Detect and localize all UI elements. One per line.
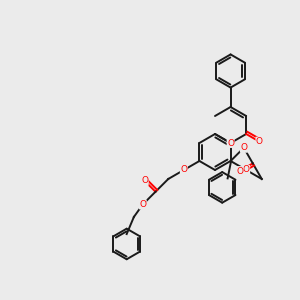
Text: O: O	[180, 166, 187, 175]
Text: O: O	[141, 176, 148, 185]
Text: O: O	[227, 139, 234, 148]
Text: O: O	[256, 137, 263, 146]
Text: O: O	[236, 167, 243, 176]
Text: O: O	[139, 200, 146, 209]
Text: O: O	[240, 143, 247, 152]
Text: O: O	[243, 166, 250, 175]
